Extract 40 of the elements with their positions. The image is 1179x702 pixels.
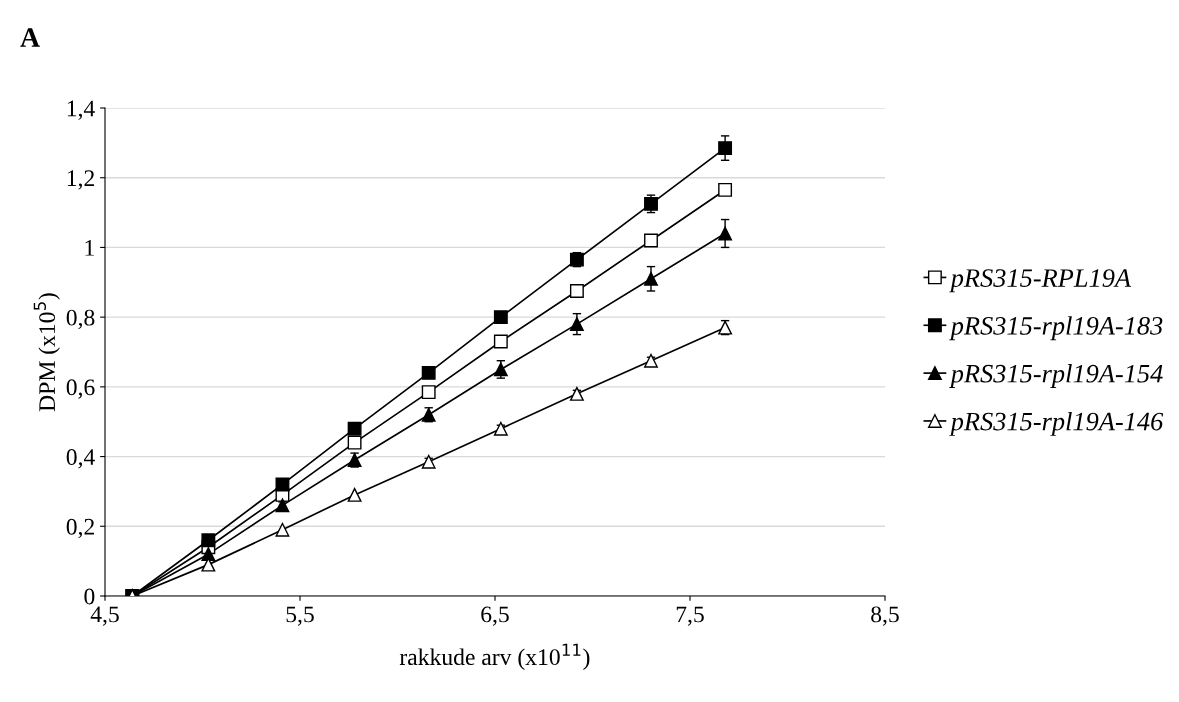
point xyxy=(569,386,584,401)
point xyxy=(421,454,436,469)
x-tick-label: 6,5 xyxy=(481,606,509,626)
y-tick-label: 1 xyxy=(85,240,94,256)
point xyxy=(347,435,362,450)
point xyxy=(347,421,362,436)
x-tick-label: 4,5 xyxy=(90,606,119,626)
y-tick-label: 1,4 xyxy=(67,100,95,120)
point xyxy=(493,421,508,436)
point xyxy=(201,533,216,548)
point xyxy=(569,284,584,298)
point xyxy=(644,271,658,286)
point xyxy=(201,547,216,562)
y-axis-title: DPM (x10$^{5}$) xyxy=(33,293,60,412)
y-tick-label: 0,8 xyxy=(66,309,95,329)
y-tick-label: 0,4 xyxy=(66,449,95,469)
chart-title: A xyxy=(20,28,40,47)
point xyxy=(718,141,733,156)
point xyxy=(421,385,436,400)
y-tick-label: 0 xyxy=(84,588,95,605)
x-axis-title: rakkude arv (x10$^{11}$) xyxy=(399,643,590,670)
point xyxy=(718,182,733,197)
point xyxy=(493,310,508,325)
x-tick-label: 5,5 xyxy=(286,606,314,626)
point xyxy=(421,365,436,380)
point xyxy=(493,334,508,349)
legend-label: pRS315-rpl19A-183 xyxy=(949,316,1163,341)
point xyxy=(644,353,658,368)
y-tick-label: 1,2 xyxy=(67,170,94,190)
x-tick-label: 8,5 xyxy=(871,606,899,626)
point xyxy=(275,498,290,513)
point xyxy=(644,233,658,248)
x-tick-label: 7,5 xyxy=(676,606,704,626)
y-tick-label: 0,2 xyxy=(66,518,94,539)
point xyxy=(569,317,584,332)
legend-label: pRS315-rpl19A-154 xyxy=(949,364,1163,388)
legend-label: pRS315-rpl19A-146 xyxy=(949,411,1164,436)
point xyxy=(718,226,733,241)
legend-label: pRS315-RPL19A xyxy=(949,269,1132,293)
y-tick-label: 0,6 xyxy=(66,379,95,399)
